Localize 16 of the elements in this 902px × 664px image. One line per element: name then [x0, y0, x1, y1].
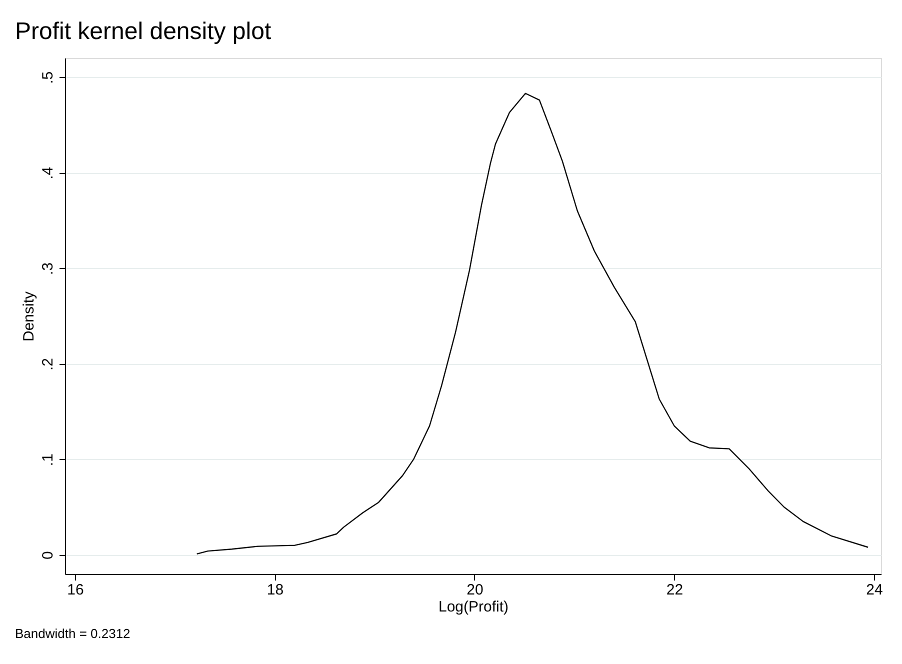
y-tick-label: .5: [40, 71, 56, 84]
text: Bandwidth = 0.2312: [15, 626, 130, 641]
x-tick-label: 22: [666, 582, 684, 598]
y-tick-label: 0: [40, 551, 56, 560]
y-tick-label: .2: [40, 358, 56, 371]
y-tick-label: .3: [40, 262, 56, 275]
chart-title: Profit kernel density plot: [15, 18, 272, 45]
x-tick-label: 20: [466, 582, 484, 598]
x-tick-label: 18: [266, 582, 284, 598]
x-tick-label: 16: [67, 582, 84, 598]
line-series: [196, 92, 869, 555]
x-axis-title: Log(Profit): [438, 598, 509, 616]
x-tick-label: 24: [866, 582, 883, 598]
y-tick-label: .4: [40, 166, 56, 180]
y-tick-label: .1: [40, 454, 56, 466]
y-axis-title: Density: [20, 291, 38, 342]
